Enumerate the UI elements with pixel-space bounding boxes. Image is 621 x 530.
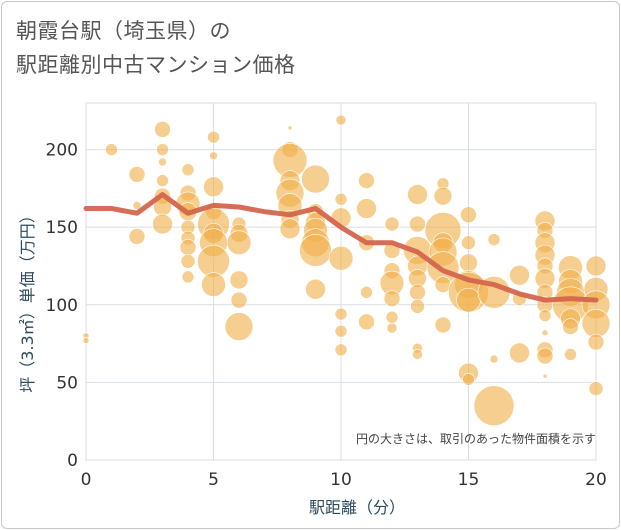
data-bubble [128,228,146,245]
data-bubble [358,172,375,189]
data-bubble [410,299,425,314]
average-price-line [83,192,599,303]
data-bubble [179,239,197,256]
y-tick-label: 0 [67,451,78,471]
data-bubble [409,215,426,233]
data-bubble [456,287,481,313]
data-bubble [487,233,501,246]
x-axis-label: 駅距離（分） [309,498,405,517]
data-bubble [434,316,452,334]
data-bubble [152,213,173,235]
data-bubble [585,255,607,277]
data-bubble [334,343,348,357]
x-tick-label: 10 [330,470,352,490]
data-bubble [587,333,605,351]
data-bubble [279,218,301,240]
chart-title: 朝霞台駅（埼玉県）の 駅距離別中古マンション価格 [16,14,296,82]
data-bubble [409,284,426,301]
data-bubble [459,253,478,273]
data-bubble [509,342,530,364]
data-bubble [384,216,400,232]
data-bubble [541,329,549,337]
y-tick-label: 50 [56,373,78,393]
x-tick-label: 20 [585,470,607,490]
average-line [83,192,599,303]
data-bubble [360,286,373,299]
data-bubble [562,318,579,335]
y-tick-label: 100 [46,296,78,316]
data-bubble [209,151,218,161]
data-bubble [462,372,475,386]
data-bubble [461,235,476,250]
size-note: 円の大きさは、取引のあった物件面積を示す [356,431,596,446]
data-bubble [407,184,428,205]
data-bubble [301,164,330,194]
data-bubble [181,270,195,284]
data-bubble [385,310,399,324]
data-bubble [358,313,375,331]
data-bubble [158,157,167,167]
data-bubble [305,278,326,300]
title-line-2: 駅距離別中古マンション価格 [16,53,296,77]
data-bubble [588,381,604,396]
y-tick-label: 200 [46,141,78,161]
data-bubble [536,347,554,365]
data-bubble [156,174,169,187]
data-bubble [207,130,220,144]
x-tick-label: 5 [208,470,219,490]
y-tick-label: 150 [46,218,78,238]
data-bubble [203,176,224,198]
data-bubble [356,198,377,219]
data-bubble [542,373,548,379]
data-bubble [132,201,142,210]
data-bubble [538,309,552,322]
title-line-1: 朝霞台駅（埼玉県）の [16,19,231,43]
data-bubble [201,272,226,297]
grid-lines [85,102,597,461]
data-bubble [334,192,348,206]
data-bubble [181,163,195,177]
x-tick-label: 0 [81,470,92,490]
data-bubble [156,143,169,156]
bubble-series [82,114,611,426]
data-bubble [224,312,254,341]
data-bubble [154,121,171,138]
data-bubble [412,349,423,360]
data-bubble [509,264,530,286]
data-bubble [226,230,252,255]
data-bubble [299,234,332,267]
data-bubble [383,290,401,307]
y-axis-label: 坪（3.3㎡）単価（万円） [18,207,37,392]
data-bubble [287,125,293,131]
data-bubble [334,324,348,338]
data-bubble [105,143,118,156]
data-bubble [489,354,499,364]
data-bubble [180,254,196,269]
data-bubble [460,206,477,224]
data-bubble [581,309,611,338]
data-bubble [328,245,354,271]
x-tick-label: 15 [458,470,480,490]
data-bubble [433,186,453,206]
data-bubble [386,322,398,334]
data-bubble [564,348,577,361]
data-bubble [473,385,515,426]
data-bubble [334,307,348,321]
data-bubble [229,270,249,290]
data-bubble [82,337,90,344]
data-bubble [230,291,248,309]
data-bubble [335,114,347,126]
data-bubble [128,166,146,183]
